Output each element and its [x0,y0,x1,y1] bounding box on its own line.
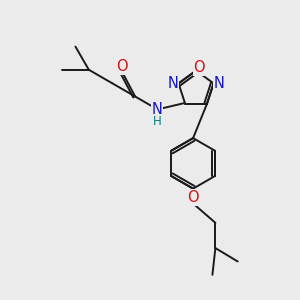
Text: H: H [152,115,161,128]
Text: N: N [168,76,178,91]
Text: N: N [214,76,224,91]
Text: O: O [116,59,128,74]
Text: O: O [187,190,199,205]
Text: O: O [193,60,205,75]
Text: N: N [152,102,162,117]
